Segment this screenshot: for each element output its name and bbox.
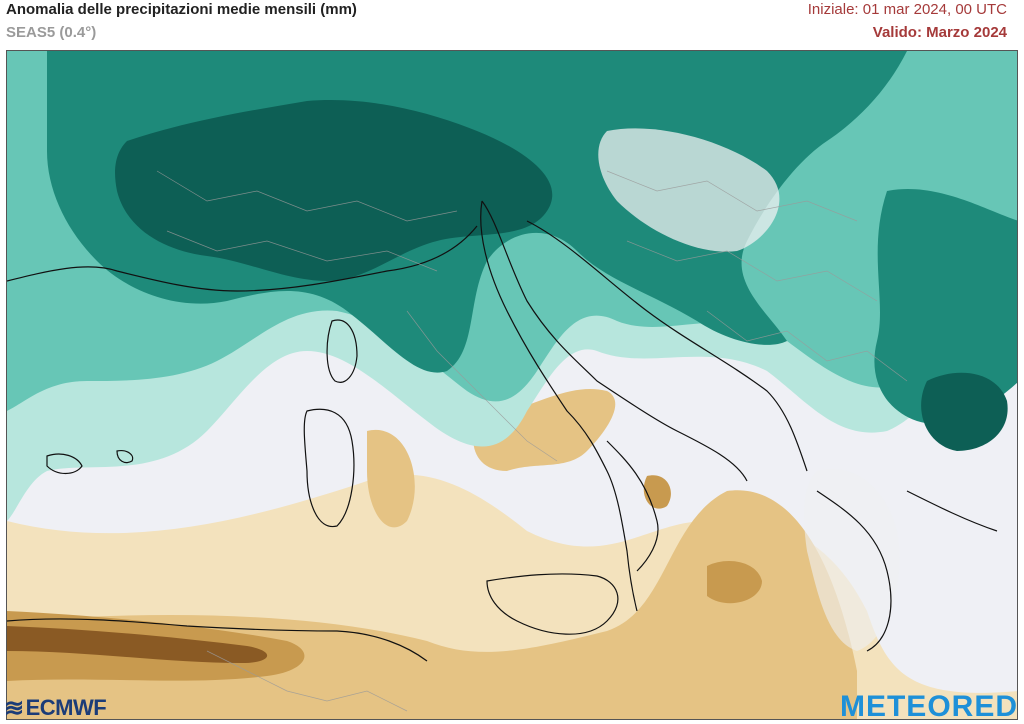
coastlines (7, 200, 998, 662)
map-title: Anomalia delle precipitazioni medie mens… (6, 1, 357, 18)
coast-north-africa (7, 618, 428, 662)
wet-zone-strong (115, 100, 553, 281)
ecmwf-logo: ≋ ECMWF (4, 694, 107, 722)
coast-adriatic-east (526, 220, 808, 472)
valid-period: Valido: Marzo 2024 (873, 24, 1007, 41)
map-header: Anomalia delle precipitazioni medie mens… (0, 0, 1024, 50)
coast-italy-peninsula (480, 200, 748, 612)
precipitation-anomaly-map[interactable] (6, 50, 1018, 720)
wet-zone-strong-east (921, 372, 1008, 451)
init-time: Iniziale: 01 mar 2024, 00 UTC (807, 1, 1007, 18)
coast-greece (816, 490, 998, 652)
ecmwf-mark-icon: ≋ (4, 694, 24, 722)
coast-balearics (46, 450, 134, 475)
land-relief-balkans (598, 128, 780, 252)
dry-zone-strong (7, 626, 268, 663)
valid-value: Marzo 2024 (926, 24, 1007, 41)
meteored-logo: METEORED (839, 690, 1018, 723)
map-canvas (7, 51, 1017, 719)
dry-zone-light (367, 388, 616, 528)
admin-borders (156, 170, 908, 712)
valid-label: Valido: (872, 24, 922, 41)
coast-sicily (486, 573, 619, 635)
land-relief-greece (804, 469, 900, 651)
wet-zone-medium-east (874, 189, 1017, 424)
ecmwf-logo-text: ECMWF (25, 695, 107, 720)
dry-zone-medium-east (643, 475, 762, 604)
coast-corsica (326, 319, 358, 383)
coast-france-spain (7, 225, 478, 292)
coast-sardinia (303, 408, 355, 528)
model-subtitle: SEAS5 (0.4°) (6, 24, 97, 41)
